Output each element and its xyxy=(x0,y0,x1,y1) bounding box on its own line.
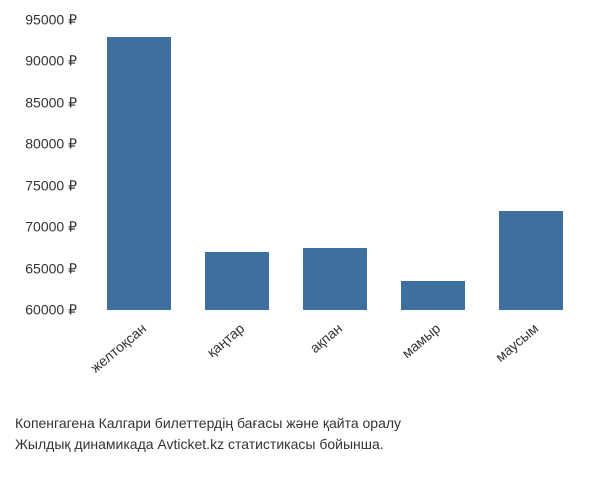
y-tick-label: 80000 ₽ xyxy=(25,136,77,153)
y-tick-label: 95000 ₽ xyxy=(25,12,77,29)
plot-area xyxy=(90,20,580,310)
x-tick-label: ақпан xyxy=(258,320,345,397)
chart-caption: Копенгагена Калгари билеттердің бағасы ж… xyxy=(15,413,585,455)
x-tick-label: желтоқсан xyxy=(62,320,149,397)
price-chart: 60000 ₽ 65000 ₽ 70000 ₽ 75000 ₽ 80000 ₽ 85000… xyxy=(0,10,600,390)
y-tick-label: 65000 ₽ xyxy=(25,260,77,277)
caption-line-1: Копенгагена Калгари билеттердің бағасы ж… xyxy=(15,413,585,434)
y-tick-label: 85000 ₽ xyxy=(25,94,77,111)
y-tick-label: 70000 ₽ xyxy=(25,219,77,236)
y-axis: 60000 ₽65000 ₽70000 ₽75000 ₽80000 ₽85000… xyxy=(0,20,85,310)
x-tick-label: маусым xyxy=(454,320,541,397)
bar xyxy=(107,37,171,310)
bar xyxy=(205,252,269,310)
x-tick-label: мамыр xyxy=(356,320,443,397)
bar xyxy=(401,281,465,310)
y-tick-label: 75000 ₽ xyxy=(25,177,77,194)
bar xyxy=(303,248,367,310)
y-tick-label: 90000 ₽ xyxy=(25,53,77,70)
x-tick-label: қаңтар xyxy=(160,320,247,397)
x-axis: желтоқсанқаңтарақпанмамырмаусым xyxy=(90,315,580,395)
y-tick-label: 60000 ₽ xyxy=(25,302,77,319)
caption-line-2: Жылдық динамикада Avticket.kz статистика… xyxy=(15,434,585,455)
bar xyxy=(499,211,563,310)
